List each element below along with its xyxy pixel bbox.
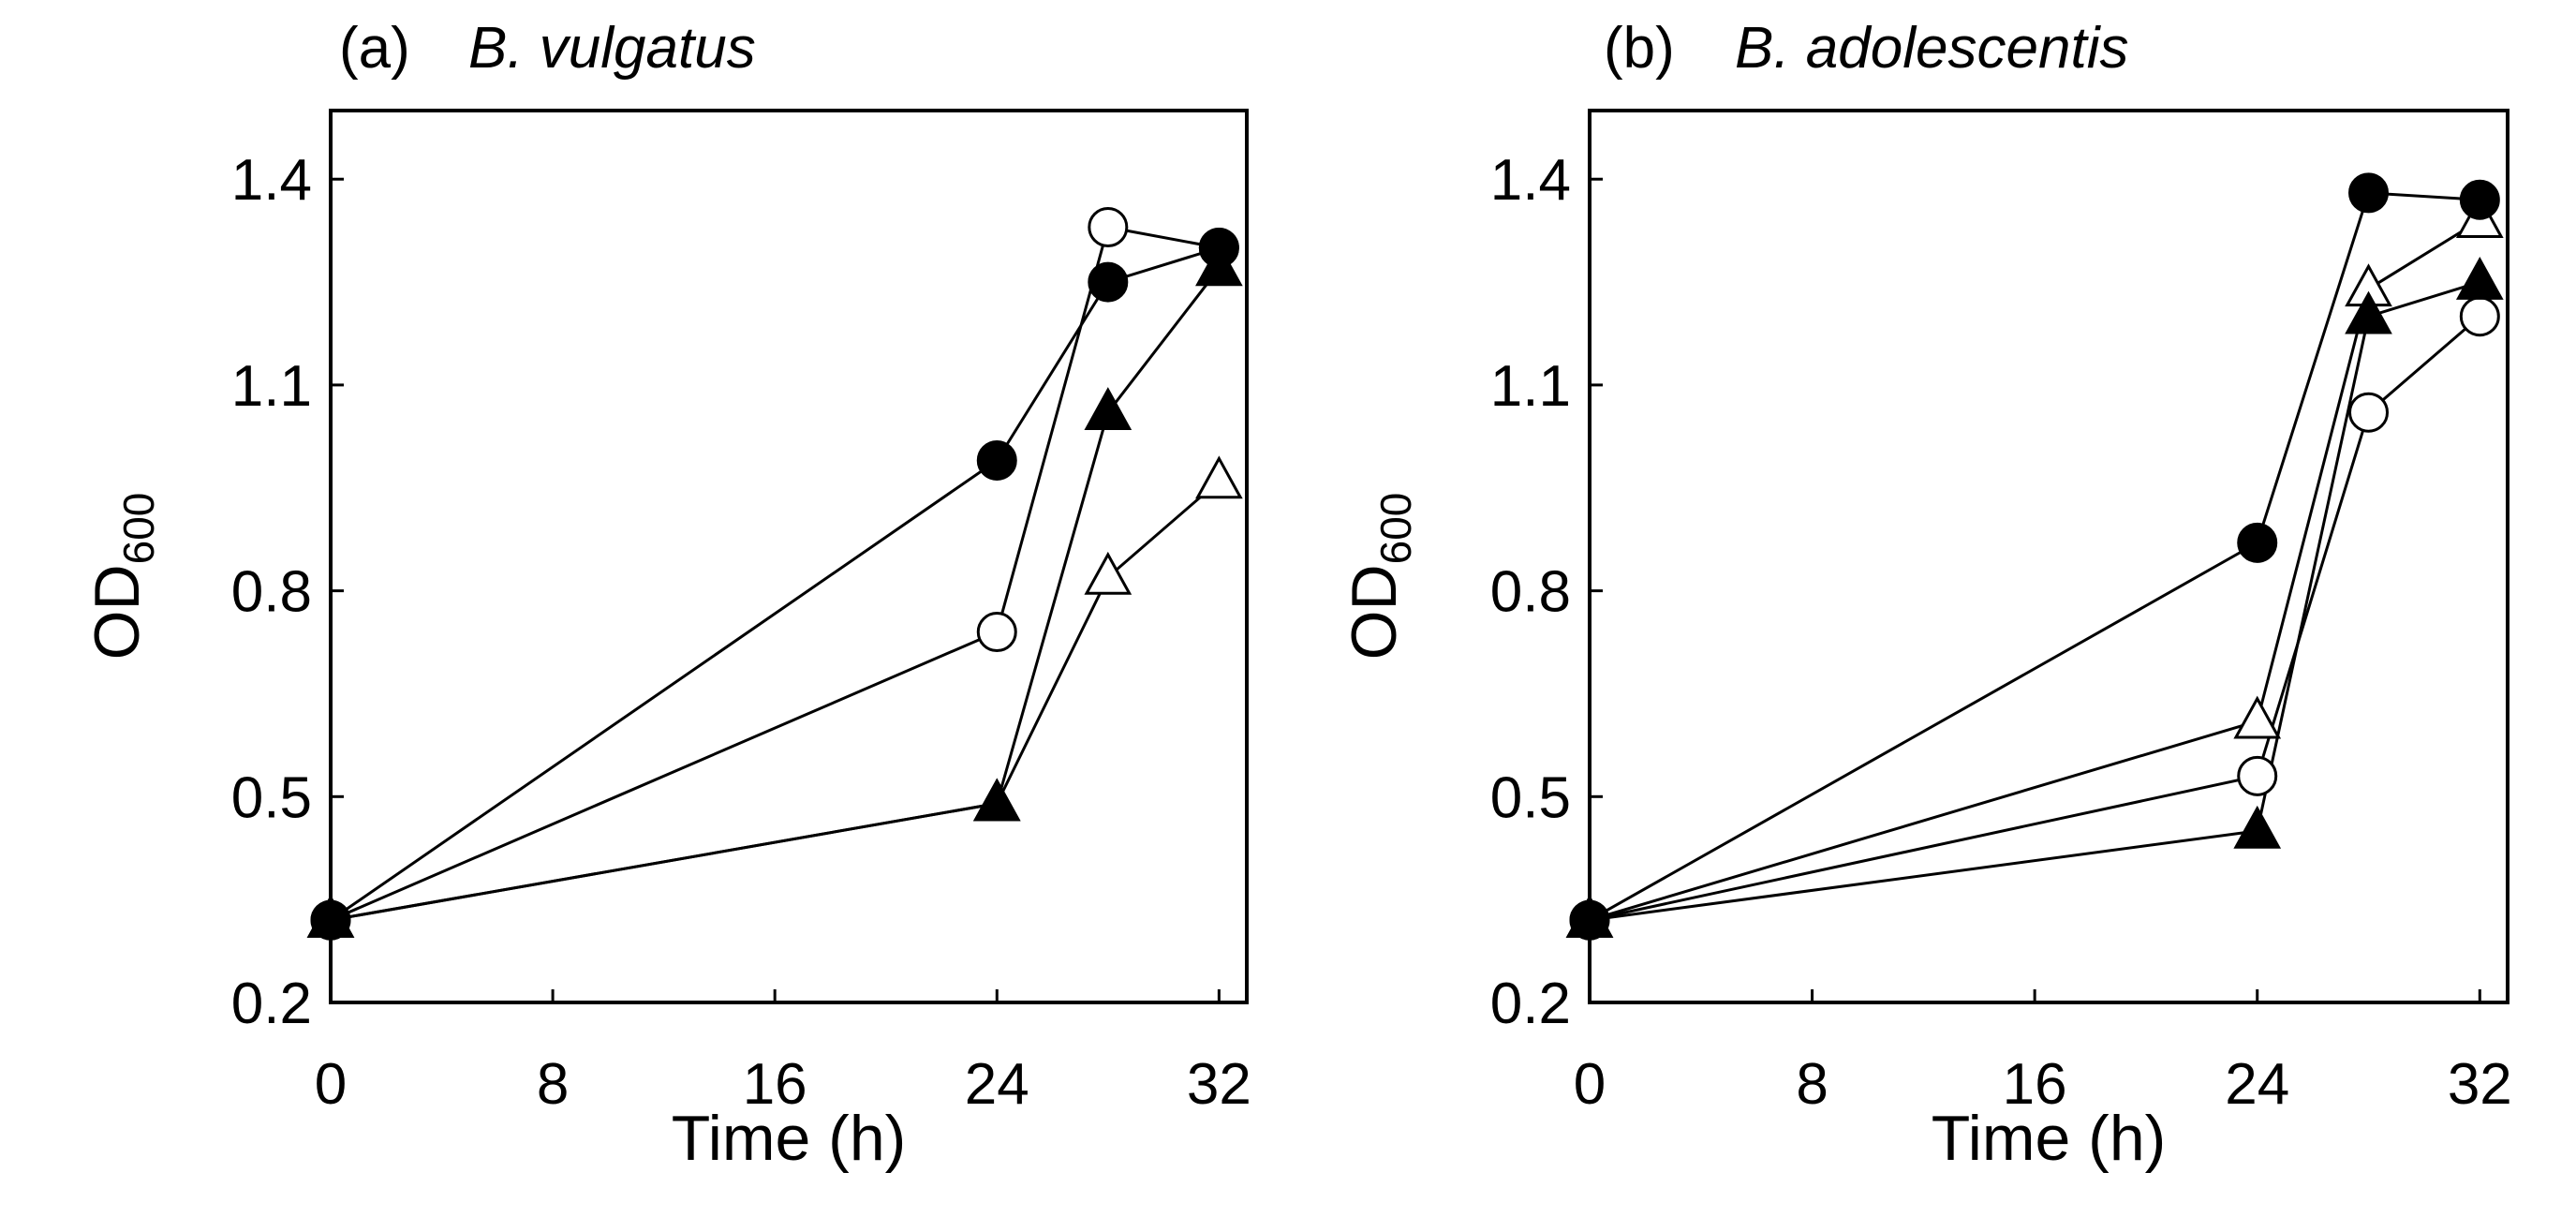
x-tick-label: 32 — [2448, 1052, 2512, 1117]
x-tick-label: 24 — [965, 1052, 1029, 1117]
y-axis-label-subscript: 600 — [114, 493, 163, 565]
series-lines — [330, 225, 1221, 922]
x-tick-label: 8 — [1796, 1052, 1828, 1117]
series-line-open-triangle — [330, 480, 1221, 922]
series-markers — [306, 206, 1243, 941]
data-point-filled-triangle — [306, 895, 355, 938]
panel-b: (b) B. adolescentis 0.2 0.5 0.8 1.1 1.4 0 8 16… — [1339, 16, 2512, 1174]
y-tick-label: 1.1 — [231, 354, 312, 419]
x-tick-label: 16 — [2003, 1052, 2067, 1117]
x-tick-label: 8 — [537, 1052, 569, 1117]
y-tick-label: 0.2 — [231, 972, 312, 1036]
series-line-open-triangle — [1589, 218, 2481, 922]
y-tick-label: 0.5 — [231, 765, 312, 830]
data-point-filled-triangle — [972, 778, 1021, 822]
x-tick-label: 32 — [1187, 1052, 1251, 1117]
plot-frame — [329, 109, 1249, 1004]
data-point-filled-triangle — [1084, 387, 1133, 430]
series-line-open-circle — [1589, 315, 2481, 922]
data-point-open-circle — [2237, 755, 2278, 796]
chart-title: B. adolescentis — [1735, 16, 2128, 81]
data-point-open-circle — [2348, 392, 2390, 433]
series-line-filled-triangle — [1589, 280, 2480, 922]
x-tick-label: 0 — [315, 1052, 347, 1117]
series-lines — [1589, 191, 2481, 922]
panel-label: (b) — [1604, 16, 1675, 81]
plot-frame — [1588, 109, 2509, 1004]
y-ticks: 0.2 0.5 0.8 1.1 1.4 — [1490, 148, 1603, 1036]
data-point-filled-triangle — [2455, 256, 2504, 300]
data-point-filled-circle — [2348, 172, 2390, 214]
x-tick-label: 0 — [1574, 1052, 1606, 1117]
data-point-open-circle — [1088, 206, 1129, 247]
svg-text:OD600: OD600 — [81, 493, 163, 660]
x-axis-label: Time (h) — [672, 1103, 907, 1174]
y-axis-label: OD600 — [81, 493, 163, 660]
y-tick-label: 0.8 — [231, 560, 312, 625]
y-tick-label: 0.5 — [1490, 765, 1571, 830]
y-axis-label-subscript: 600 — [1371, 493, 1420, 565]
data-point-filled-triangle — [2233, 805, 2282, 849]
x-tick-label: 24 — [2225, 1052, 2289, 1117]
x-ticks: 0 8 16 24 32 — [1574, 989, 2512, 1117]
y-tick-label: 1.4 — [1490, 148, 1571, 213]
x-tick-label: 16 — [743, 1052, 807, 1117]
data-point-open-triangle — [1195, 455, 1243, 499]
series-line-filled-circle — [1589, 191, 2480, 922]
data-point-filled-circle — [976, 439, 1017, 481]
x-ticks: 0 8 16 24 32 — [315, 989, 1251, 1117]
chart-title: B. vulgatus — [468, 16, 756, 81]
data-point-filled-circle — [2237, 522, 2278, 563]
data-point-filled-circle — [2459, 179, 2500, 220]
data-point-filled-triangle — [1195, 243, 1243, 287]
data-point-open-circle — [976, 612, 1017, 653]
data-point-filled-circle — [1088, 261, 1129, 303]
y-ticks: 0.2 0.5 0.8 1.1 1.4 — [231, 148, 344, 1036]
y-tick-label: 1.1 — [1490, 354, 1571, 419]
panel-label: (a) — [339, 16, 410, 81]
y-tick-label: 0.8 — [1490, 560, 1571, 625]
y-axis-label-main: OD — [1339, 564, 1410, 660]
svg-text:OD600: OD600 — [1339, 493, 1420, 660]
data-point-open-circle — [2459, 296, 2500, 337]
panel-a: (a) B. vulgatus 0.2 0.5 0.8 1.1 1.4 0 8 16 24 32… — [81, 16, 1251, 1174]
data-point-filled-triangle — [2345, 290, 2392, 334]
data-point-open-triangle — [2233, 695, 2282, 739]
y-axis-label: OD600 — [1339, 493, 1420, 660]
series-line-open-circle — [330, 225, 1220, 922]
x-axis-label: Time (h) — [1932, 1103, 2167, 1174]
y-tick-label: 0.2 — [1490, 972, 1571, 1036]
y-tick-label: 1.4 — [231, 148, 312, 213]
series-markers — [1565, 172, 2504, 941]
series-line-filled-circle — [330, 246, 1220, 922]
y-axis-label-main: OD — [81, 564, 153, 660]
data-point-filled-triangle — [1565, 895, 1614, 938]
data-point-open-triangle — [1084, 551, 1133, 595]
